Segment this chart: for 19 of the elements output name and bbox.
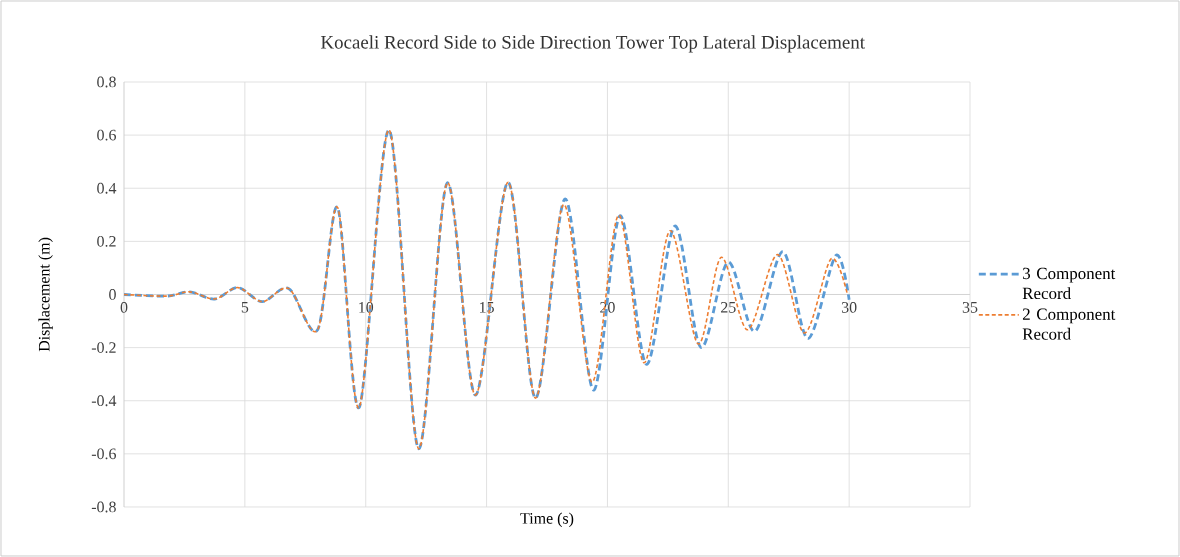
x-tick-label: 25 (721, 302, 736, 313)
y-tick-label: -0.4 (91, 395, 117, 407)
y-tick-label: 0 (109, 289, 116, 300)
y-axis-title: Displacement (m) (38, 237, 53, 352)
x-axis-title: Time (s) (520, 512, 574, 527)
y-tick-label: 0.6 (97, 129, 117, 141)
y-tick-label: -0.2 (91, 342, 116, 354)
x-tick-label: 0 (120, 302, 128, 313)
chart-title: Kocaeli Record Side to Side Direction Tower Top Lateral Displacement (320, 35, 865, 53)
x-tick-label: 35 (962, 302, 978, 313)
x-tick-label: 5 (241, 302, 249, 313)
y-tick-label: 0.2 (97, 235, 116, 247)
y-tick-label: 0.8 (97, 76, 116, 88)
legend-label: 3 Component Record (1022, 267, 1116, 300)
y-tick-label: 0.4 (97, 182, 117, 194)
y-tick-label: -0.8 (91, 501, 116, 513)
legend-label: 2 Component Record (1022, 308, 1116, 340)
y-tick-label: -0.6 (91, 448, 117, 460)
x-tick-label: 30 (841, 302, 857, 313)
